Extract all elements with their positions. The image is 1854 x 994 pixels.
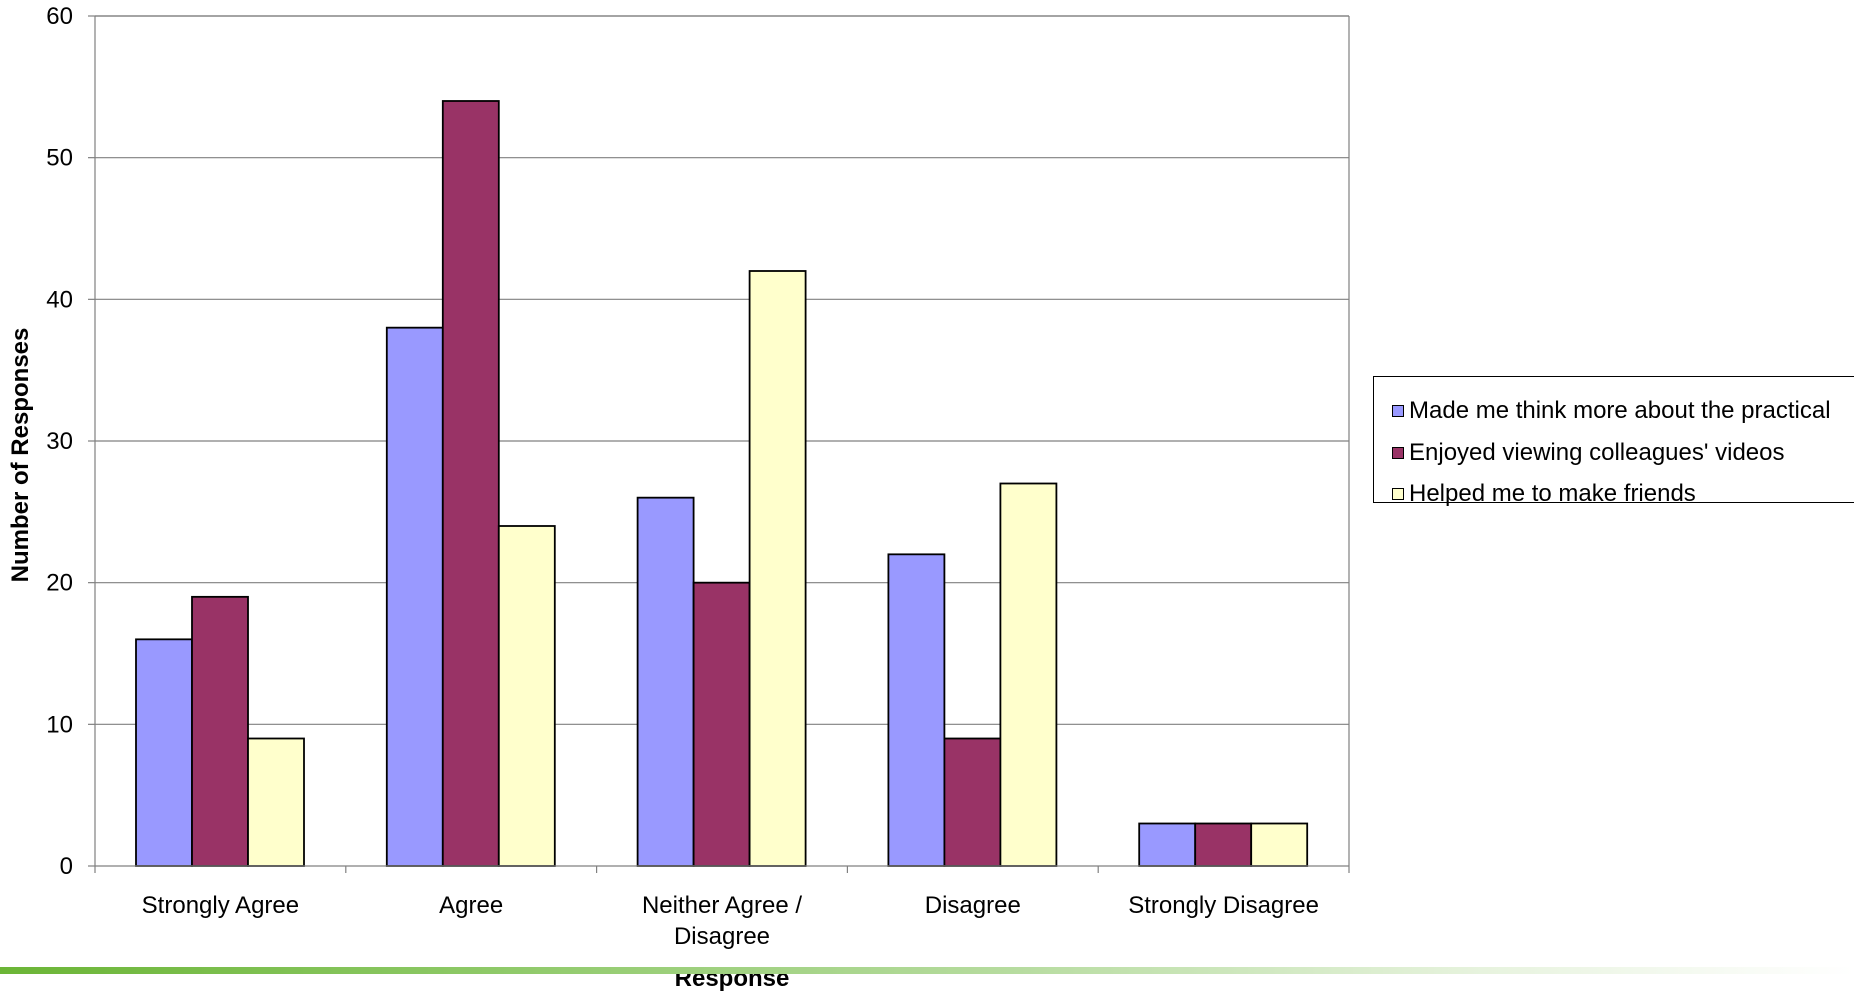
legend-swatch-series-3	[1392, 488, 1404, 500]
bar-series-1-category-4	[887, 553, 946, 867]
bar-series-2-category-2	[441, 100, 500, 867]
legend-item-series-2: Enjoyed viewing colleagues' videos	[1392, 439, 1785, 466]
bar-series-1-category-2	[385, 326, 444, 867]
bar-series-2-category-5	[1194, 822, 1253, 867]
x-tick-label-5: Strongly Disagree	[1128, 892, 1319, 919]
y-tick-label-40: 40	[46, 286, 73, 313]
x-tick-label-4: Disagree	[925, 892, 1021, 919]
x-tick-label-3-line-1: Neither Agree /	[642, 892, 802, 919]
bar-series-2-category-1	[191, 595, 249, 867]
footer-accent-bar	[0, 967, 1854, 974]
y-tick-label-20: 20	[46, 570, 73, 597]
x-tick-label-2: Agree	[439, 892, 503, 919]
bar-series-3-category-1	[247, 737, 305, 867]
y-tick-label-60: 60	[46, 3, 73, 30]
bar-series-3-category-3	[748, 270, 807, 867]
axis-labels: 0 10 20 30 40 50 60 Strongly Agree Agree Neither …	[7, 3, 1319, 992]
bar-series-2-category-4	[943, 737, 1002, 867]
bars	[135, 100, 1309, 867]
legend-swatch-series-2	[1392, 447, 1404, 459]
bar-series-3-category-5	[1250, 822, 1309, 867]
x-tick-label-1: Strongly Agree	[142, 892, 299, 919]
bar-series-1-category-3	[636, 496, 695, 867]
bar-series-3-category-4	[999, 482, 1058, 867]
bar-series-1-category-5	[1138, 822, 1197, 867]
bar-series-3-category-2	[497, 525, 556, 867]
bar-series-1-category-1	[135, 638, 193, 867]
legend-item-series-1: Made me think more about the practical	[1392, 397, 1831, 424]
bar-series-2-category-3	[692, 581, 751, 867]
y-tick-label-30: 30	[46, 428, 73, 455]
legend-label-series-3: Helped me to make friends	[1409, 480, 1696, 507]
legend: Made me think more about the practical E…	[1373, 376, 1854, 507]
y-tick-label-50: 50	[46, 145, 73, 172]
legend-swatch-series-1	[1392, 405, 1404, 417]
y-tick-label-0: 0	[60, 853, 73, 880]
legend-label-series-1: Made me think more about the practical	[1409, 397, 1831, 424]
x-tick-label-3-line-2: Disagree	[674, 923, 770, 950]
legend-label-series-2: Enjoyed viewing colleagues' videos	[1409, 439, 1785, 466]
axes	[88, 15, 1350, 873]
y-tick-label-10: 10	[46, 711, 73, 738]
legend-item-series-3: Helped me to make friends	[1392, 480, 1696, 507]
y-axis-title: Number of Responses	[7, 328, 34, 583]
